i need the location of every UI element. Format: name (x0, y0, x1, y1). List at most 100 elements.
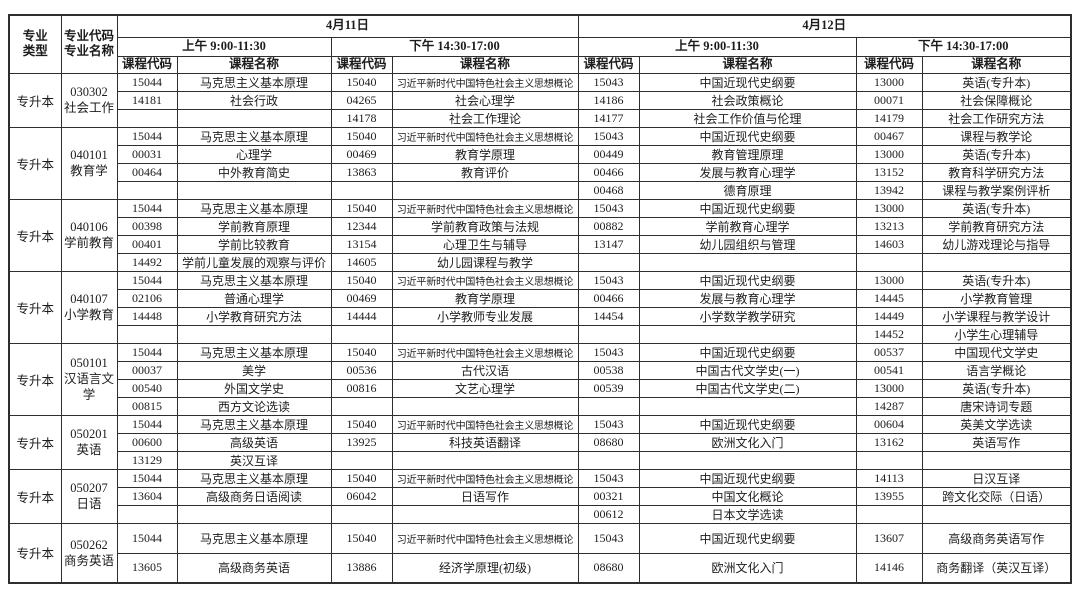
course-name-cell: 小学课程与教学设计 (921, 306, 1072, 326)
course-name-cell (176, 324, 332, 344)
course-code-cell: 14445 (855, 288, 923, 308)
schedule-row: 00401 学前比较教育 13154 心理卫生与辅导 13147 幼儿园组织与管理 1460… (9, 234, 1072, 254)
exam-schedule-table: 专业 类型 专业代码 专业名称 4月11日 4月12日 上午 9:00-11:3… (8, 14, 1073, 584)
major-code-name-cell: 040107 小学教育 (60, 270, 118, 344)
course-name-cell: 欧洲文化入门 (638, 552, 857, 584)
schedule-row: 00540 外国文学史 00816 文艺心理学 00539 中国古代文学史(二) 13000… (9, 378, 1072, 398)
schedule-row: 00031 心理学 00469 教育学原理 00449 教育管理原理 13000 英语(专升本… (9, 144, 1072, 164)
course-name-cell: 高级商务英语 (176, 552, 332, 584)
course-name-cell: 高级商务英语写作 (921, 522, 1072, 554)
course-code-cell: 00467 (855, 126, 923, 146)
course-code-cell: 15043 (577, 198, 640, 218)
course-code-cell: 00540 (116, 378, 178, 398)
schedule-row: 13604 高级商务日语阅读 06042 日语写作 00321 中国文化概论 13955 跨文… (9, 486, 1072, 506)
course-name-cell: 发展与教育心理学 (638, 288, 857, 308)
course-code-cell: 15040 (330, 72, 393, 92)
course-code-cell (330, 450, 393, 470)
course-code-cell (855, 450, 923, 470)
course-name-cell: 外国文学史 (176, 378, 332, 398)
course-name-cell: 学前儿童发展的观察与评价 (176, 252, 332, 272)
schedule-row: 专升本 050262 商务英语 15044 马克思主义基本原理 15040 习近平新时代中… (8, 522, 1072, 584)
course-code-cell: 15043 (577, 522, 640, 554)
header-course-name: 课程名称 (391, 55, 579, 74)
course-code-cell: 04265 (330, 90, 393, 110)
course-code-cell: 13863 (330, 162, 393, 182)
course-code-cell: 00541 (855, 360, 923, 380)
schedule-row: 专升本 040106 学前教育 15044 马克思主义基本原理 15040 习近平新时代中… (8, 198, 1072, 272)
course-name-cell: 马克思主义基本原理 (176, 522, 332, 554)
course-name-cell: 教育管理原理 (638, 144, 857, 164)
course-name-cell: 习近平新时代中国特色社会主义思想概论 (391, 126, 579, 146)
course-name-cell: 小学教育研究方法 (176, 306, 332, 326)
header-course-name: 课程名称 (176, 55, 332, 74)
course-code-cell: 13886 (330, 552, 393, 584)
course-code-cell: 15040 (330, 414, 393, 434)
course-name-cell: 习近平新时代中国特色社会主义思想概论 (391, 468, 579, 488)
course-code-cell: 15044 (116, 342, 178, 362)
course-name-cell: 英语(专升本) (921, 270, 1072, 290)
course-name-cell: 马克思主义基本原理 (176, 468, 332, 488)
course-name-cell: 心理学 (176, 144, 332, 164)
course-name-cell: 语言学概论 (921, 360, 1072, 380)
course-name-cell: 学前比较教育 (176, 234, 332, 254)
course-code-cell: 13000 (855, 72, 923, 92)
course-code-cell: 14454 (577, 306, 640, 326)
course-name-cell: 英语(专升本) (921, 378, 1072, 398)
course-code-cell: 13942 (855, 180, 923, 200)
course-name-cell (176, 504, 332, 524)
course-name-cell: 幼儿园组织与管理 (638, 234, 857, 254)
course-name-cell: 马克思主义基本原理 (176, 270, 332, 290)
course-code-cell: 13925 (330, 432, 393, 452)
course-name-cell: 社会心理学 (391, 90, 579, 110)
course-name-cell: 习近平新时代中国特色社会主义思想概论 (391, 414, 579, 434)
course-name-cell: 唐宋诗词专题 (921, 396, 1072, 416)
course-name-cell: 经济学原理(初级) (391, 552, 579, 584)
course-name-cell: 中国近现代史纲要 (638, 72, 857, 92)
course-name-cell: 英语(专升本) (921, 144, 1072, 164)
major-code-name-cell: 050262 商务英语 (60, 522, 118, 584)
course-code-cell: 13000 (855, 198, 923, 218)
course-code-cell: 15043 (577, 72, 640, 92)
schedule-row: 专升本 030302 社会工作 15044 马克思主义基本原理 15040 习近平新时代中… (8, 72, 1072, 128)
course-code-cell: 13213 (855, 216, 923, 236)
course-code-cell: 08680 (577, 552, 640, 584)
course-code-cell: 14603 (855, 234, 923, 254)
course-code-cell (116, 324, 178, 344)
course-name-cell: 小学教师专业发展 (391, 306, 579, 326)
course-code-cell: 00469 (330, 144, 393, 164)
course-name-cell: 英语(专升本) (921, 72, 1072, 92)
course-name-cell: 中国近现代史纲要 (638, 198, 857, 218)
course-name-cell (638, 324, 857, 344)
course-name-cell: 中国文化概论 (638, 486, 857, 506)
course-code-cell: 14605 (330, 252, 393, 272)
course-code-cell: 13162 (855, 432, 923, 452)
course-name-cell: 学前教育政策与法规 (391, 216, 579, 236)
course-name-cell (391, 504, 579, 524)
course-name-cell: 英语写作 (921, 432, 1072, 452)
course-code-cell: 14449 (855, 306, 923, 326)
header-row-course-labels: 课程代码 课程名称 课程代码 课程名称 课程代码 课程名称 课程代码 课程名称 (9, 55, 1072, 74)
course-name-cell: 中国近现代史纲要 (638, 270, 857, 290)
major-code-name-cell: 050201 英语 (60, 414, 118, 470)
course-name-cell: 课程与教学论 (921, 126, 1072, 146)
course-name-cell: 中国近现代史纲要 (638, 468, 857, 488)
course-code-cell: 02106 (116, 288, 178, 308)
header-course-code: 课程代码 (577, 55, 640, 74)
header-session-apr12-am: 上午 9:00-11:30 (577, 36, 857, 57)
course-name-cell: 普通心理学 (176, 288, 332, 308)
course-name-cell (921, 252, 1072, 272)
course-name-cell: 德育原理 (638, 180, 857, 200)
schedule-row: 00468 德育原理 13942 课程与教学案例评析 (9, 180, 1072, 200)
course-name-cell (638, 450, 857, 470)
course-name-cell: 日汉互译 (921, 468, 1072, 488)
course-name-cell: 社会工作研究方法 (921, 108, 1072, 128)
course-name-cell: 欧洲文化入门 (638, 432, 857, 452)
schedule-row: 14452 小学生心理辅导 (9, 324, 1072, 344)
course-code-cell: 00604 (855, 414, 923, 434)
course-name-cell: 高级英语 (176, 432, 332, 452)
course-code-cell: 15043 (577, 126, 640, 146)
header-date-apr12: 4月12日 (577, 14, 1072, 38)
schedule-row: 00398 学前教育原理 12344 学前教育政策与法规 00882 学前教育心理学 132… (9, 216, 1072, 236)
course-code-cell: 15043 (577, 468, 640, 488)
course-code-cell (577, 252, 640, 272)
